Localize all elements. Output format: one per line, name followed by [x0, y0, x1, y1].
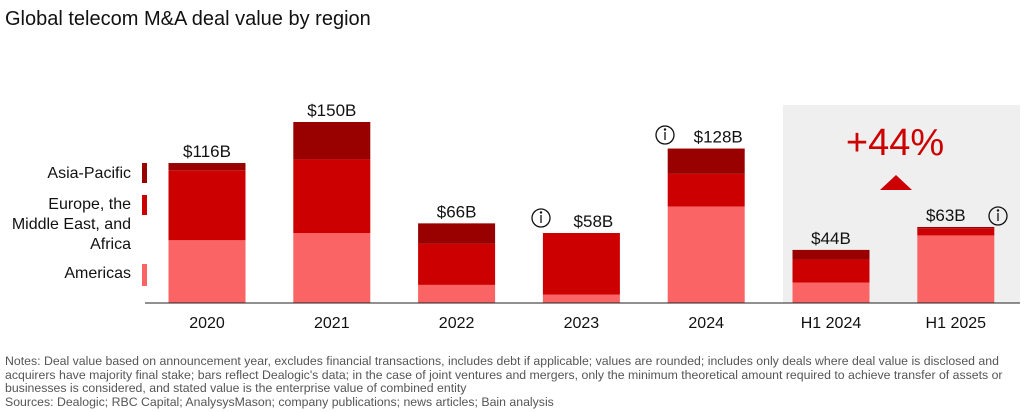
x-tick-label: 2021 [314, 315, 350, 332]
total-label: $66B [437, 202, 477, 221]
bar-segment [542, 233, 620, 295]
bar-segment [293, 122, 371, 160]
bar-segment [917, 235, 995, 303]
legend-label: Asia-Pacific [47, 165, 131, 182]
bar-segment [293, 233, 371, 303]
bar-segment [168, 170, 246, 241]
info-icon [531, 125, 1008, 228]
x-tick-label: 2020 [189, 315, 225, 332]
bar-segment [168, 163, 246, 171]
bar-segment [542, 294, 620, 303]
bar-segment [418, 284, 496, 303]
bar-segment [667, 173, 745, 207]
total-label: $58B [574, 212, 614, 231]
bar-segment [792, 259, 870, 283]
bar-segment [667, 148, 745, 174]
x-tick-label: 2022 [439, 315, 475, 332]
notes-text: Notes: Deal value based on announcement … [5, 354, 1003, 395]
x-tick-label: 2023 [564, 315, 600, 332]
bar-segment [917, 228, 995, 236]
x-tick-label: H1 2024 [801, 315, 862, 332]
up-arrow [880, 175, 912, 190]
total-label: $63B [926, 206, 966, 225]
total-label: $44B [811, 229, 851, 248]
notes: Notes: Deal value based on announcement … [5, 354, 1027, 409]
bar-segment [293, 159, 371, 234]
chart-title: Global telecom M&A deal value by region [5, 8, 371, 30]
annotation: +44% [846, 122, 944, 164]
bar-segment [168, 240, 246, 303]
bar-segment [792, 249, 870, 260]
total-label: $128B [694, 128, 743, 147]
x-tick-label: H1 2025 [926, 315, 987, 332]
total-label: $116B [183, 142, 231, 161]
bar-segment [792, 282, 870, 303]
legend-label: Americas [64, 265, 131, 282]
legend-swatch [142, 195, 147, 215]
x-tick-label: 2024 [688, 315, 724, 332]
sources-text: Sources: Dealogic; RBC Capital; Analysys… [5, 394, 554, 409]
legend-swatch [142, 163, 147, 183]
total-label: $150B [307, 101, 356, 120]
legend-label: Europe, the Middle East, and Africa [11, 196, 131, 253]
bar-segment [418, 223, 496, 244]
bar-segment [667, 206, 745, 303]
bar-segment [917, 226, 995, 229]
bar-segment [418, 243, 496, 285]
legend-swatch [142, 264, 147, 286]
